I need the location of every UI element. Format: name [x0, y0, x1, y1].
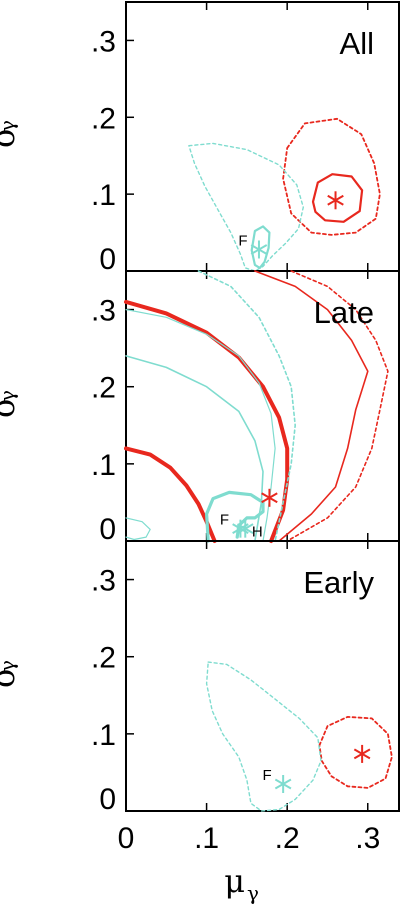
panel-title: All — [340, 26, 374, 61]
marker-red-asterisk — [327, 191, 344, 210]
contour-cyan-dash-5 — [197, 270, 297, 542]
contour-cyan-dash-1 — [205, 661, 322, 812]
marker-cyan-asterisk: F — [220, 512, 249, 538]
contour-red-solid-1 — [124, 299, 290, 543]
svg-text:γ: γ — [0, 660, 19, 672]
marker-stroke — [250, 244, 268, 255]
contour-red-solid-0 — [124, 446, 217, 543]
svg-text:μ: μ — [224, 862, 245, 900]
y-axis-label-panel-early: σ γ — [0, 660, 22, 688]
contour-red-dash-1 — [282, 117, 381, 236]
marker-stroke — [236, 523, 254, 535]
marker-cyan-asterisk: F — [263, 767, 292, 793]
y-tick-label: .3 — [91, 565, 116, 598]
marker-label: F — [220, 512, 229, 529]
y-tick-label: .1 — [91, 719, 116, 752]
contour-red-solid-2 — [254, 270, 369, 542]
y-tick-label: .1 — [91, 179, 116, 212]
contour-red-solid-0 — [311, 173, 364, 223]
svg-text:γ: γ — [0, 390, 19, 402]
x-axis-label: μ γ — [224, 862, 259, 905]
contour-cyan-dash-2 — [188, 142, 304, 272]
panel-late: 0 .1 .2 .3 F H Late — [91, 270, 400, 546]
marker-label: H — [252, 524, 263, 541]
y-tick-label: .3 — [91, 295, 116, 328]
marker-cyan-asterisk: F — [238, 232, 268, 259]
contour-cyan-solid-4 — [125, 355, 264, 542]
y-tick-label: .2 — [91, 642, 116, 675]
y-tick-label: 0 — [99, 243, 116, 276]
svg-text:σ: σ — [0, 126, 22, 148]
marker-label: F — [263, 767, 272, 784]
marker-stroke — [353, 748, 371, 760]
marker-stroke — [261, 492, 278, 504]
svg-text:γ: γ — [247, 881, 259, 905]
x-tick-label: .1 — [194, 822, 219, 855]
panel-early: 0 .1 .2 .3 F Early — [91, 540, 400, 816]
y-tick-label: 0 — [99, 513, 116, 546]
marker-stroke — [274, 778, 292, 790]
marker-red-asterisk — [261, 488, 278, 507]
panels-group: 0 .1 .2 .3 F All 0 .1 .2 .3 F H Late 0 .1 .2 .3 F Early 0 .1… — [91, 1, 400, 855]
marker-red-asterisk — [353, 744, 371, 763]
marker-label: F — [238, 232, 247, 249]
contour-cyan-solid-3 — [250, 225, 271, 269]
y-tick-label: .1 — [91, 449, 116, 482]
panel-title: Early — [303, 565, 374, 600]
contour-cyan-solid-8 — [125, 517, 151, 541]
svg-text:σ: σ — [0, 666, 22, 688]
panel-title: Late — [314, 295, 374, 330]
y-tick-label: .2 — [91, 372, 116, 405]
y-axis-label-panel-late: σ γ — [0, 390, 22, 418]
panel-all: 0 .1 .2 .3 F All — [91, 1, 400, 276]
x-tick-label: .3 — [355, 822, 380, 855]
y-tick-label: 0 — [99, 783, 116, 816]
marker-cyan-asterisk: H — [236, 519, 263, 541]
y-axis-label-panel-all: σ γ — [0, 120, 22, 148]
x-tick-label: .2 — [275, 822, 300, 855]
contour-red-dash-0 — [318, 716, 393, 789]
svg-text:γ: γ — [0, 120, 19, 132]
y-tick-label: .3 — [91, 25, 116, 58]
svg-text:σ: σ — [0, 396, 22, 418]
x-tick-label: 0 — [118, 822, 135, 855]
contour-red-dash-3 — [286, 270, 389, 542]
y-tick-label: .2 — [91, 102, 116, 135]
marker-stroke — [327, 194, 344, 206]
